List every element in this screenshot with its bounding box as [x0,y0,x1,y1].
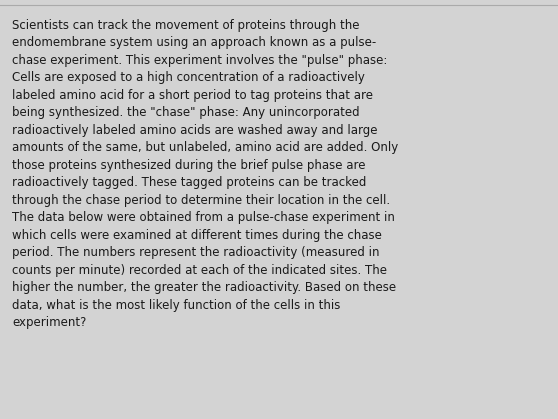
Text: Scientists can track the movement of proteins through the
endomembrane system us: Scientists can track the movement of pro… [12,19,398,329]
